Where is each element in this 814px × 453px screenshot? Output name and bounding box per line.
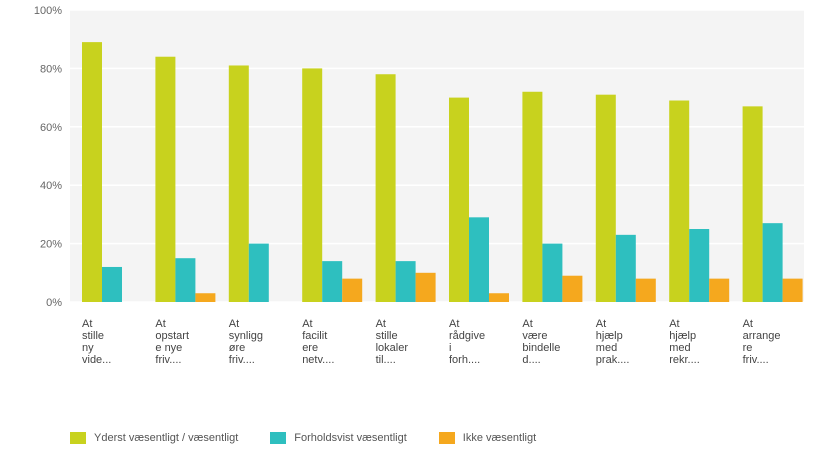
x-category-label: At arrange re friv.... <box>742 318 781 366</box>
legend-item-2: Forholdsvist væsentligt <box>270 432 407 444</box>
bar-series-2-cat-4 <box>322 261 343 302</box>
bar-series-1-cat-3 <box>228 65 249 302</box>
bars <box>82 42 803 303</box>
y-tick-label: 80% <box>40 63 62 75</box>
bar-series-1-cat-5 <box>375 74 396 303</box>
legend-swatch-3 <box>438 432 455 444</box>
y-tick-label: 60% <box>40 122 62 134</box>
y-tick-label: 20% <box>40 239 62 251</box>
legend-label-1: Yderst væsentligt / væsentligt <box>94 432 239 444</box>
bar-series-1-cat-2 <box>155 56 176 302</box>
bar-series-1-cat-10 <box>742 106 763 302</box>
bar-series-3-cat-2 <box>195 293 216 302</box>
bar-series-1-cat-8 <box>595 94 616 303</box>
bar-series-3-cat-8 <box>635 278 656 302</box>
bar-series-2-cat-6 <box>469 217 489 302</box>
bar-series-1-cat-9 <box>669 100 690 303</box>
x-category-label: At være bindelle d.... <box>522 318 561 366</box>
bar-series-3-cat-4 <box>342 278 363 302</box>
bar-series-3-cat-7 <box>562 275 583 302</box>
bar-series-2-cat-1 <box>102 266 122 302</box>
y-axis-ticks: 100% 80% 60% 40% 20% 0% <box>34 5 62 309</box>
legend-swatch-2 <box>270 432 287 444</box>
bar-series-2-cat-8 <box>615 234 636 302</box>
legend-label-2: Forholdsvist væsentligt <box>294 432 407 444</box>
bar-series-1-cat-6 <box>449 97 469 302</box>
legend: Yderst væsentligt / væsentligt Forholdsv… <box>70 432 536 444</box>
bar-series-2-cat-3 <box>248 243 269 302</box>
bar-series-2-cat-2 <box>175 258 196 302</box>
legend-item-3: Ikke væsentligt <box>438 432 537 444</box>
x-category-label: At facilit ere netv.... <box>302 318 335 366</box>
bar-series-3-cat-6 <box>489 293 509 302</box>
y-tick-label: 100% <box>34 5 62 17</box>
bar-series-2-cat-10 <box>762 223 783 302</box>
x-category-label: At stille lokaler til.... <box>375 318 408 366</box>
x-category-label: At stille ny vide... <box>82 318 112 366</box>
bar-series-3-cat-5 <box>415 272 436 302</box>
bar-series-2-cat-5 <box>395 261 416 302</box>
legend-swatch-1 <box>70 432 86 444</box>
x-category-label: At opstart e nye friv.... <box>155 318 190 366</box>
bar-series-2-cat-7 <box>542 243 563 302</box>
x-category-label: At hjælp med prak.... <box>595 318 630 366</box>
x-category-label: At rådgive i forh.... <box>449 318 486 366</box>
x-category-label: At synligg øre friv.... <box>228 318 264 366</box>
x-category-label: At hjælp med rekr.... <box>669 318 700 366</box>
bar-series-3-cat-10 <box>782 278 803 302</box>
y-tick-label: 40% <box>40 180 62 192</box>
bar-series-1-cat-4 <box>302 68 323 303</box>
bar-series-2-cat-9 <box>689 229 710 302</box>
y-tick-label: 0% <box>46 297 62 309</box>
bar-series-1-cat-1 <box>82 42 102 303</box>
bar-series-3-cat-9 <box>709 278 730 302</box>
legend-item-1: Yderst væsentligt / væsentligt <box>70 432 238 444</box>
bar-series-1-cat-7 <box>522 91 543 302</box>
legend-label-3: Ikke væsentligt <box>462 432 537 444</box>
